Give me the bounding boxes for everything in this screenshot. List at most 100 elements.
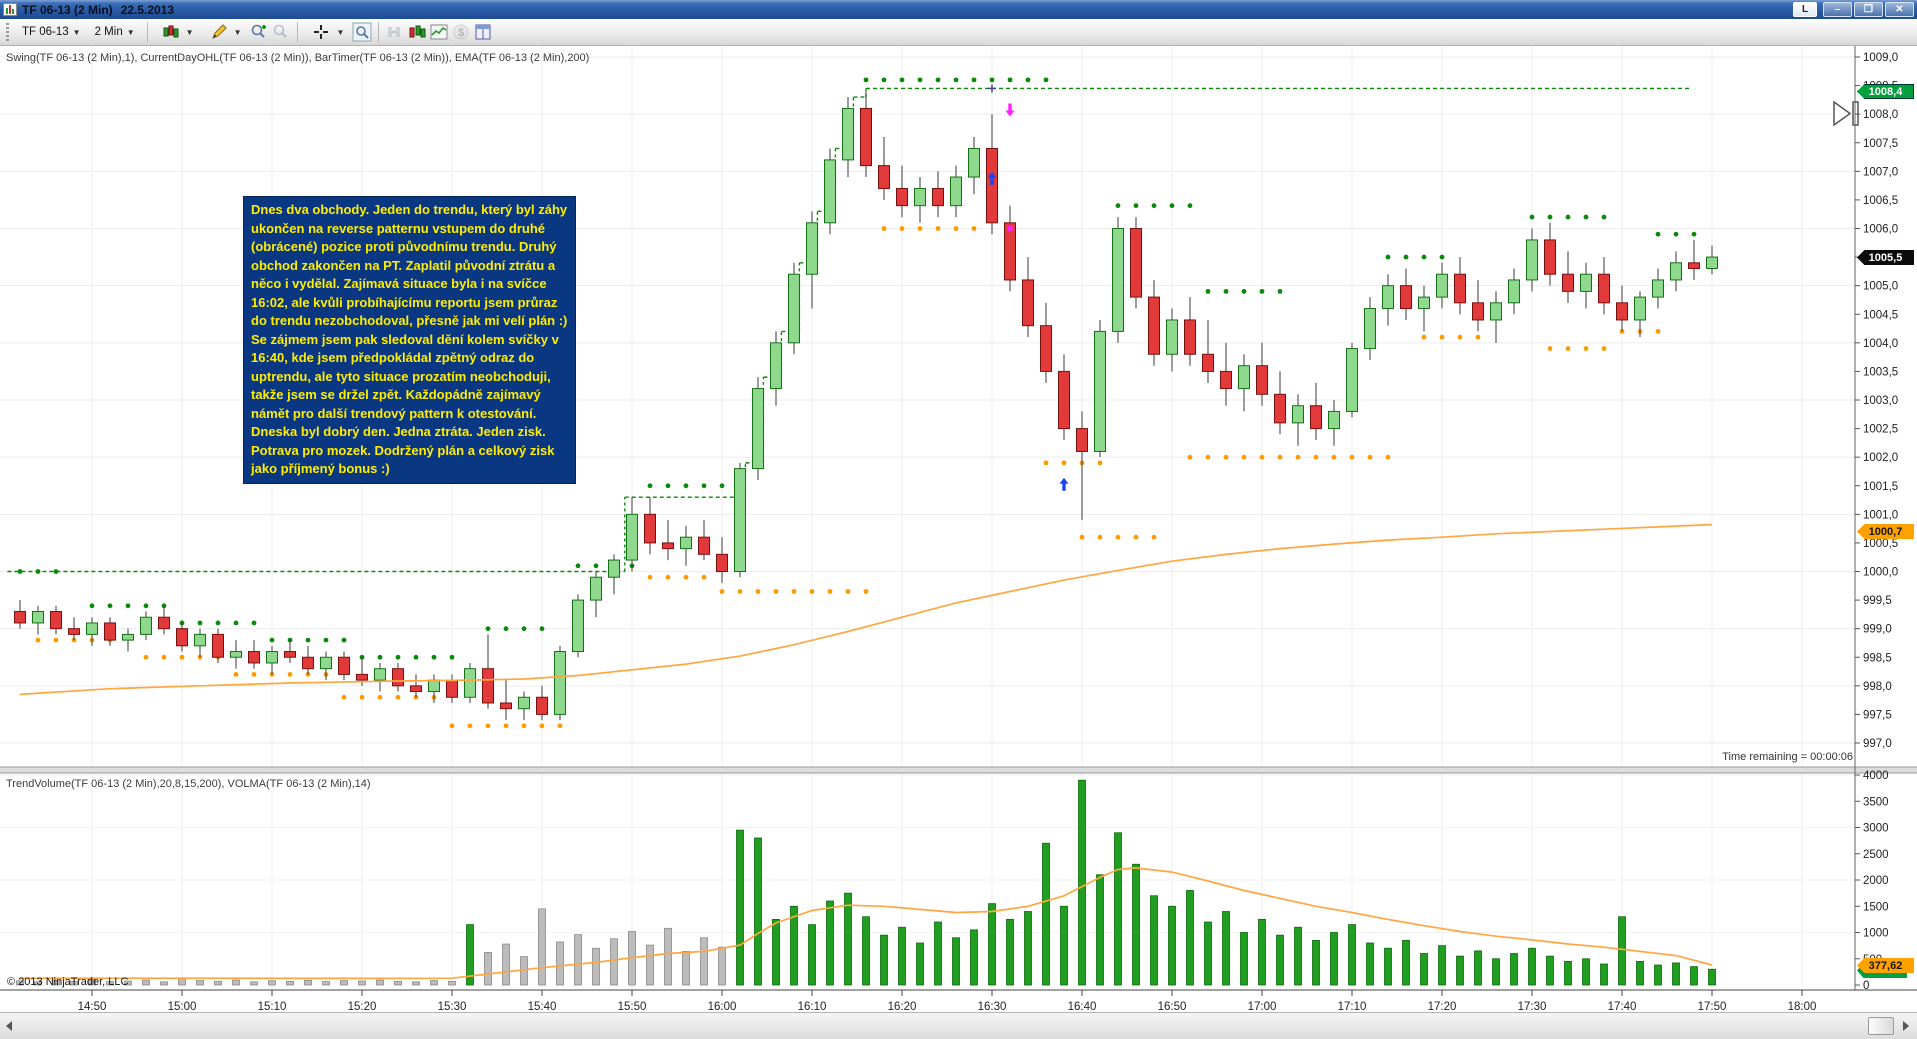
svg-text:998,5: 998,5 [1863,652,1892,664]
ema-value-tag: 1000,7 [1857,524,1914,539]
chevron-down-icon: ▼ [233,27,242,37]
svg-text:997,5: 997,5 [1863,709,1892,721]
svg-text:1008,0: 1008,0 [1863,109,1898,121]
minimize-button[interactable]: – [1823,2,1852,17]
svg-text:16:50: 16:50 [1158,1001,1187,1012]
zoom-out-button[interactable] [270,22,292,42]
svg-text:1001,0: 1001,0 [1863,509,1898,521]
chevron-down-icon: ▼ [336,27,345,37]
chart-canvas[interactable]: 1009,01008,51008,01007,51007,01006,51006… [0,46,1917,1012]
svg-text:1009,0: 1009,0 [1863,52,1898,64]
scroll-left-icon[interactable] [6,1021,12,1031]
svg-text:$: $ [458,27,464,39]
svg-text:1004,5: 1004,5 [1863,309,1898,321]
svg-text:15:30: 15:30 [438,1001,467,1012]
drawing-tools-button[interactable]: ▼ [201,19,249,45]
svg-text:15:00: 15:00 [168,1001,197,1012]
horizontal-scrollbar[interactable] [0,1012,1917,1039]
magnify-region-button[interactable] [351,22,373,42]
volume-panel-indicator-label: TrendVolume(TF 06-13 (2 Min),20,8,15,200… [6,778,371,790]
scrollbar-thumb[interactable] [1868,1017,1894,1035]
volma-value-tag: 377,62 [1857,958,1914,973]
price-panel-indicator-label: Swing(TF 06-13 (2 Min),1), CurrentDayOHL… [6,52,590,64]
svg-text:1500: 1500 [1863,901,1889,913]
svg-text:997,0: 997,0 [1863,738,1892,750]
toolbar-grip[interactable] [6,23,9,41]
svg-text:1004,0: 1004,0 [1863,338,1898,350]
svg-text:18:00: 18:00 [1788,1001,1817,1012]
svg-text:14:50: 14:50 [78,1001,107,1012]
chevron-down-icon: ▼ [126,27,135,37]
svg-text:17:30: 17:30 [1518,1001,1547,1012]
close-button[interactable]: ✕ [1885,2,1914,17]
app-chart-icon [3,3,17,16]
candlestick-icon [160,22,182,42]
svg-text:1002,0: 1002,0 [1863,452,1898,464]
window-date: 22.5.2013 [120,2,175,17]
chart-style-button[interactable]: ▼ [153,19,201,45]
svg-text:3000: 3000 [1863,823,1889,835]
svg-text:17:20: 17:20 [1428,1001,1457,1012]
last-price-tag: 1005,5 [1857,250,1914,265]
crosshair-icon [310,22,332,42]
svg-text:16:00: 16:00 [708,1001,737,1012]
zoom-in-button[interactable] [248,22,270,42]
svg-text:1001,5: 1001,5 [1863,481,1898,493]
day-high-price-tag: 1008,4 [1857,84,1914,99]
chevron-down-icon: ▼ [185,27,194,37]
svg-text:17:10: 17:10 [1338,1001,1367,1012]
svg-text:1006,5: 1006,5 [1863,195,1898,207]
copyright-label: © 2013 NinjaTrader, LLC [7,976,129,988]
svg-text:1003,5: 1003,5 [1863,366,1898,378]
chart-toolbar: TF 06-13 ▼ 2 Min ▼ ▼ ▼ ▼ [0,19,1917,46]
maximize-button[interactable]: ❐ [1854,2,1883,17]
svg-text:1007,0: 1007,0 [1863,166,1898,178]
title-bar[interactable]: TF 06-13 (2 Min) 22.5.2013 L – ❐ ✕ [0,0,1917,19]
trade-journal-annotation[interactable]: Dnes dva obchody. Jeden do trendu, který… [243,196,576,484]
svg-text:15:10: 15:10 [258,1001,287,1012]
svg-text:1002,5: 1002,5 [1863,424,1898,436]
svg-text:15:40: 15:40 [528,1001,557,1012]
svg-text:999,5: 999,5 [1863,595,1892,607]
scroll-right-icon[interactable] [1903,1021,1909,1031]
svg-text:2500: 2500 [1863,849,1889,861]
svg-text:1005,0: 1005,0 [1863,281,1898,293]
svg-text:16:20: 16:20 [888,1001,917,1012]
instrument-selector[interactable]: TF 06-13 ▼ [22,26,81,38]
pencil-icon [208,22,230,42]
svg-text:999,0: 999,0 [1863,624,1892,636]
svg-text:15:20: 15:20 [348,1001,377,1012]
chevron-down-icon: ▼ [72,27,81,37]
svg-text:0: 0 [1863,980,1869,992]
svg-text:17:00: 17:00 [1248,1001,1277,1012]
chart-trader-panel-icon[interactable] [472,22,494,42]
svg-text:1007,5: 1007,5 [1863,138,1898,150]
svg-text:1003,0: 1003,0 [1863,395,1898,407]
bar-timer-label: Time remaining = 00:00:06 [1722,751,1853,763]
svg-text:1000,5: 1000,5 [1863,538,1898,550]
data-series-icon[interactable] [406,22,428,42]
svg-text:16:30: 16:30 [978,1001,1007,1012]
svg-text:16:40: 16:40 [1068,1001,1097,1012]
dollar-icon[interactable]: $ [450,22,472,42]
svg-text:1000,0: 1000,0 [1863,567,1898,579]
svg-text:16:10: 16:10 [798,1001,827,1012]
toolbar-separator [146,22,148,42]
interval-selector[interactable]: 2 Min ▼ [94,26,135,38]
bar-spacing-icon[interactable] [384,22,406,42]
svg-text:1000: 1000 [1863,928,1889,940]
window-title: TF 06-13 (2 Min) [22,2,113,17]
svg-text:15:50: 15:50 [618,1001,647,1012]
cursor-mode-button[interactable]: ▼ [303,19,351,45]
svg-text:998,0: 998,0 [1863,681,1892,693]
svg-text:4000: 4000 [1863,770,1889,782]
svg-text:3500: 3500 [1863,796,1889,808]
svg-text:17:50: 17:50 [1698,1001,1727,1012]
link-button[interactable]: L [1793,2,1817,17]
svg-text:17:40: 17:40 [1608,1001,1637,1012]
svg-text:1006,0: 1006,0 [1863,224,1898,236]
svg-text:2000: 2000 [1863,875,1889,887]
indicators-icon[interactable] [428,22,450,42]
toolbar-separator [297,22,299,42]
